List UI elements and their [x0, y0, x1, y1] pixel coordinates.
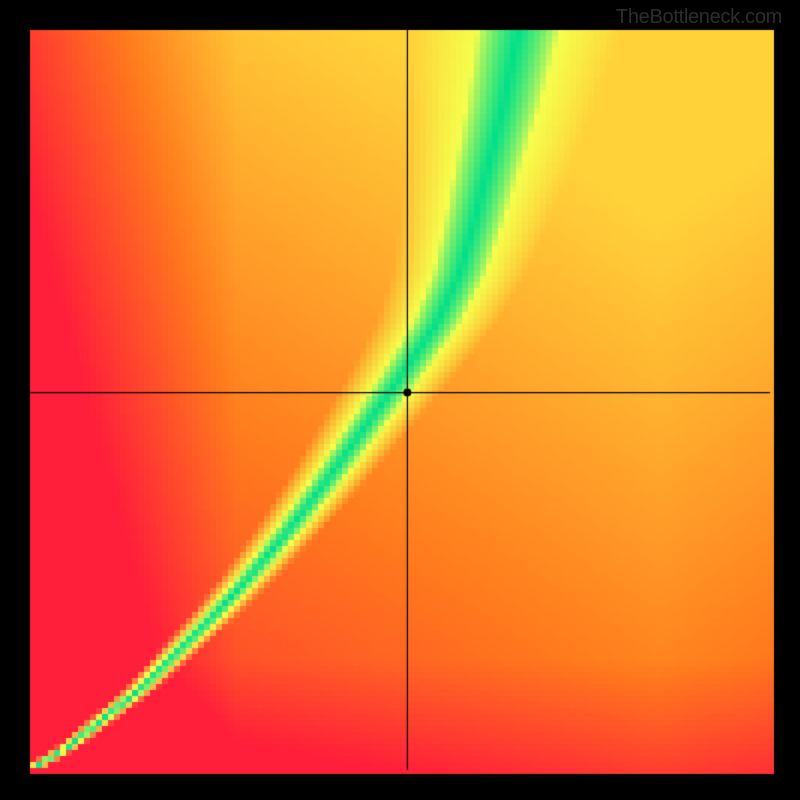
figure-container: TheBottleneck.com — [0, 0, 800, 800]
watermark-label: TheBottleneck.com — [616, 6, 782, 29]
bottleneck-heatmap — [0, 0, 800, 800]
